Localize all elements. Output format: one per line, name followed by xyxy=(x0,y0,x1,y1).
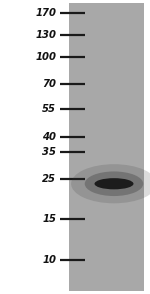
Text: 170: 170 xyxy=(35,8,56,18)
Text: 40: 40 xyxy=(42,132,56,142)
Text: 130: 130 xyxy=(35,30,56,40)
Text: 15: 15 xyxy=(42,214,56,224)
Text: 10: 10 xyxy=(42,255,56,265)
Text: 55: 55 xyxy=(42,104,56,114)
Ellipse shape xyxy=(85,171,143,196)
Text: 35: 35 xyxy=(42,147,56,157)
Ellipse shape xyxy=(94,178,134,189)
Text: 25: 25 xyxy=(42,174,56,184)
Ellipse shape xyxy=(71,164,150,203)
Text: 70: 70 xyxy=(42,79,56,89)
Text: 100: 100 xyxy=(35,52,56,62)
Bar xyxy=(69,3,144,291)
